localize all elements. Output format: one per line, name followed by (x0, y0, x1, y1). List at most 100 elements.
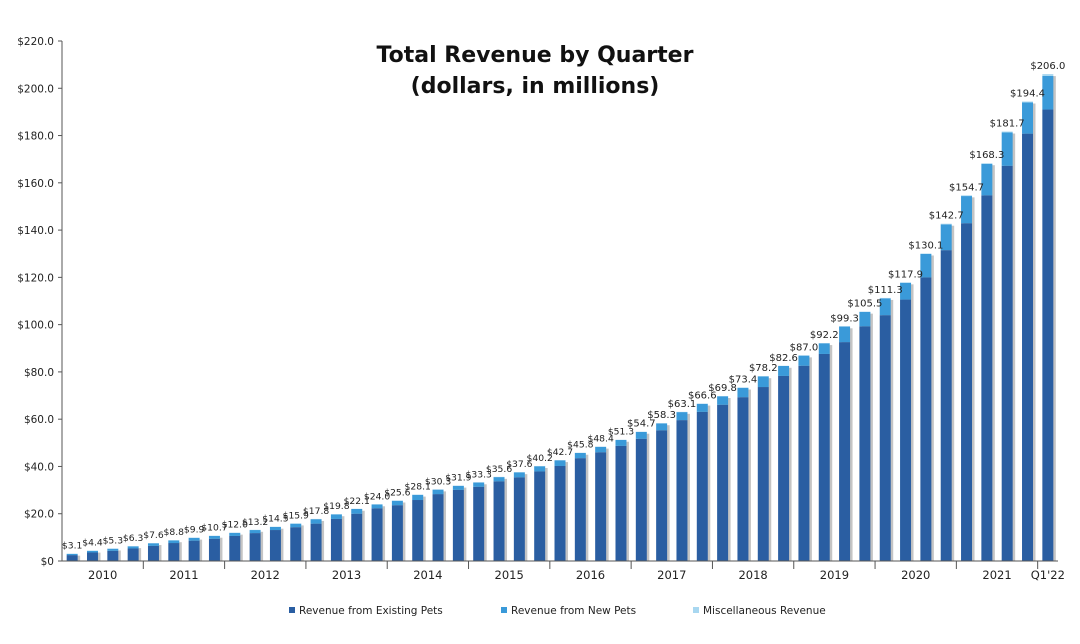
bar-segment-new (696, 403, 708, 412)
data-label: $58.3 (647, 410, 676, 421)
y-tick-label: $80.0 (24, 367, 54, 379)
data-label: $69.8 (708, 383, 737, 394)
data-label: $99.3 (830, 313, 859, 324)
bar-segment-existing (229, 535, 241, 561)
bar-segment-new (127, 546, 139, 549)
legend: Revenue from Existing Pets Revenue from N… (289, 605, 826, 617)
bar-segment-existing (107, 550, 119, 561)
bar-segment-new (229, 532, 241, 536)
data-label: $8.8 (164, 527, 185, 538)
data-label: $33.3 (466, 469, 492, 480)
data-label: $10.7 (201, 523, 227, 534)
bar-segment-new (147, 543, 159, 546)
data-label: $48.4 (587, 434, 613, 445)
bar-segment-existing (981, 195, 993, 561)
bar-segment-existing (940, 250, 952, 561)
bar-segment-existing (900, 299, 912, 561)
y-tick-label: $100.0 (17, 320, 54, 332)
bar-segment-new (859, 311, 871, 327)
year-label: 2017 (657, 568, 686, 582)
bar-segment-existing (432, 494, 444, 561)
year-label: 2012 (251, 568, 280, 582)
year-label: Q1'22 (1031, 568, 1065, 582)
data-label: $6.3 (123, 533, 144, 544)
bar-segment-new (1001, 132, 1013, 166)
bar-segment-misc (1001, 131, 1013, 133)
bar-segment-new (554, 460, 566, 466)
data-label: $14.5 (262, 514, 288, 525)
data-label: $4.4 (82, 538, 103, 549)
bar-segment-existing (147, 545, 159, 561)
bar-segment-existing (696, 411, 708, 561)
bar-segment-new (798, 355, 810, 366)
bar-segment-existing (127, 548, 139, 561)
bar-segment-existing (249, 533, 261, 561)
data-label: $19.8 (323, 501, 349, 512)
bar-segment-new (717, 396, 729, 405)
bar-segment-new (493, 477, 505, 482)
bar-segment-existing (635, 438, 647, 561)
bar-segment-existing (1001, 165, 1013, 562)
bar-segment-existing (534, 471, 546, 561)
data-label: $63.1 (668, 399, 697, 410)
data-label: $181.7 (990, 119, 1025, 130)
bar-segment-existing (1042, 109, 1054, 561)
bar-segment-existing (859, 326, 871, 561)
data-label: $25.6 (384, 487, 410, 498)
legend-item-existing: Revenue from Existing Pets (289, 605, 443, 617)
year-label: 2015 (495, 568, 524, 582)
bar-segment-misc (981, 163, 993, 164)
y-tick-label: $180.0 (17, 131, 54, 143)
data-label: $31.9 (445, 473, 471, 484)
chart-subtitle: (dollars, in millions) (411, 74, 660, 99)
bar-segment-new (879, 298, 891, 316)
bar-segment-new (188, 537, 200, 541)
bar-segment-new (961, 196, 973, 224)
bar-segment-new (656, 423, 668, 431)
year-label: 2014 (413, 568, 442, 582)
bar-segment-new (290, 523, 302, 528)
bar-segment-existing (676, 420, 688, 561)
bar-segment-new (818, 343, 830, 354)
data-label: $15.9 (283, 510, 309, 521)
data-label: $142.7 (929, 211, 964, 222)
bar-segment-new (981, 163, 993, 196)
data-label: $45.8 (567, 440, 593, 451)
bar-segment-misc (961, 195, 973, 197)
legend-label: Miscellaneous Revenue (703, 605, 826, 617)
chart-title: Total Revenue by Quarter (377, 43, 694, 68)
bar-segment-misc (940, 223, 952, 225)
bar-segment-new (66, 553, 78, 556)
year-label: 2018 (738, 568, 767, 582)
bar-segment-existing (452, 489, 464, 561)
bar-segment-new (920, 253, 932, 278)
bar-segment-new (432, 489, 444, 495)
bar-segment-new (330, 514, 342, 519)
bar-segment-existing (310, 523, 322, 561)
year-label: 2016 (576, 568, 605, 582)
data-label: $92.2 (810, 330, 839, 341)
data-label: $82.6 (769, 353, 798, 364)
bar-segment-existing (371, 508, 383, 561)
bar-segment-new (513, 472, 525, 478)
y-tick-label: $20.0 (24, 509, 54, 521)
bar-segment-existing (737, 397, 749, 561)
legend-swatch (693, 607, 699, 613)
data-label: $130.1 (908, 240, 943, 251)
bar-segment-new (351, 509, 363, 514)
data-label: $40.2 (527, 453, 553, 464)
bar-segment-existing (595, 452, 607, 561)
bar-segment-new (412, 494, 424, 501)
bar-segment-new (940, 224, 952, 251)
bar-segment-existing (879, 315, 891, 561)
bar-segment-misc (1042, 74, 1054, 76)
data-label: $194.4 (1010, 89, 1045, 100)
bar-segment-new (737, 387, 749, 398)
bar-segment-new (310, 519, 322, 524)
bar-segment-new (249, 530, 261, 534)
legend-swatch (289, 607, 295, 613)
legend-label: Revenue from Existing Pets (299, 605, 443, 617)
data-label: $9.9 (184, 525, 205, 536)
